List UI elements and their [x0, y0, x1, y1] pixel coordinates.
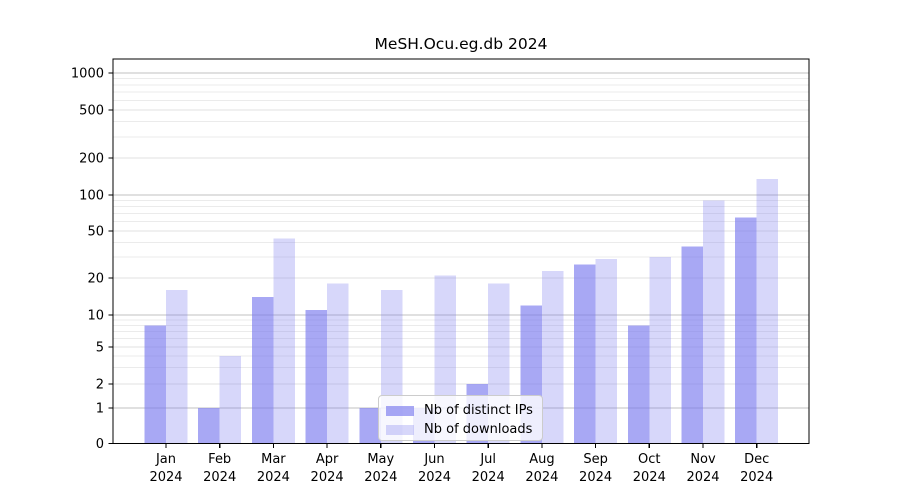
x-tick-label: Oct 2024: [633, 452, 666, 485]
bar-downloads-jan: [166, 289, 188, 444]
bar-distinct-ips-mar: [251, 297, 274, 444]
y-tick-label: 0: [96, 437, 104, 452]
bar-downloads-sep: [595, 258, 618, 444]
plot-border: [112, 58, 810, 445]
y-tick-label: 2: [96, 378, 104, 393]
chart-title: MeSH.Ocu.eg.db 2024: [374, 35, 548, 53]
x-tick-label: Jan 2024: [149, 452, 182, 485]
x-tick-label: Sep 2024: [579, 452, 612, 485]
y-tick-label: 100: [79, 189, 104, 204]
x-tick-label: Jul 2024: [472, 452, 505, 485]
bar-distinct-ips-oct: [627, 325, 650, 444]
x-tick-label: Feb 2024: [203, 452, 236, 485]
bar-downloads-apr: [327, 283, 349, 444]
legend-label: Nb of downloads: [424, 422, 533, 437]
legend-label: Nb of distinct IPs: [424, 403, 533, 418]
bar-distinct-ips-dec: [735, 217, 757, 444]
y-tick-label: 1: [96, 402, 104, 417]
bar-distinct-ips-sep: [574, 264, 596, 444]
bar-distinct-ips-apr: [305, 309, 328, 444]
y-tick-label: 20: [87, 272, 104, 287]
bar-downloads-oct: [649, 257, 671, 444]
bar-distinct-ips-nov: [681, 246, 703, 444]
y-tick-label: 5: [96, 341, 104, 356]
legend: Nb of distinct IPs Nb of downloads: [378, 395, 543, 441]
legend-item-downloads: Nb of downloads: [386, 420, 542, 439]
bar-downloads-dec: [756, 178, 779, 444]
bar-distinct-ips-may: [359, 408, 381, 444]
y-tick-label: 10: [87, 309, 104, 324]
y-tick-label: 200: [79, 152, 104, 167]
x-tick-label: Aug 2024: [525, 452, 558, 485]
x-tick-label: Nov 2024: [686, 452, 719, 485]
x-tick-label: Apr 2024: [311, 452, 344, 485]
y-tick-label: 1000: [71, 67, 104, 82]
y-tick-label: 50: [87, 225, 104, 240]
bar-downloads-mar: [273, 238, 295, 444]
bar-downloads-feb: [219, 356, 242, 444]
legend-item-distinct-ips: Nb of distinct IPs: [386, 401, 542, 420]
x-tick-label: Dec 2024: [740, 452, 773, 485]
legend-swatch-downloads: [386, 424, 414, 435]
x-tick-label: May 2024: [364, 452, 397, 485]
y-tick-label: 500: [79, 104, 104, 119]
bar-distinct-ips-jan: [144, 325, 166, 444]
bar-downloads-nov: [703, 200, 725, 444]
legend-swatch-distinct-ips: [386, 405, 414, 416]
x-tick-label: Jun 2024: [418, 452, 451, 485]
bar-distinct-ips-feb: [198, 408, 220, 444]
bar-downloads-aug: [541, 270, 564, 444]
x-tick-label: Mar 2024: [257, 452, 290, 485]
